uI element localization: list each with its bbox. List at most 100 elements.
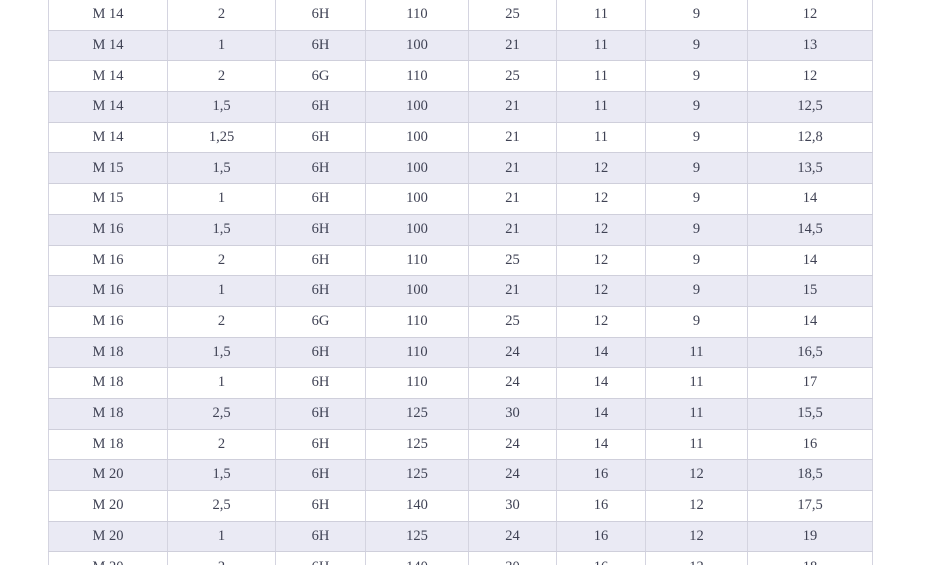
cell-dimension-d5: 12,8	[747, 122, 873, 154]
cell-dimension-d3: 11	[556, 30, 646, 62]
cell-thread-designation: M 18	[48, 337, 168, 369]
table-row: M 18 2 6H 125 24 14 11 16	[48, 429, 873, 461]
cell-dimension-d2: 21	[468, 275, 557, 307]
cell-pitch: 2,5	[167, 398, 276, 430]
cell-dimension-d1: 125	[365, 521, 469, 553]
table-row: M 14 2 6H 110 25 11 9 12	[48, 0, 873, 31]
cell-dimension-d5: 15	[747, 275, 873, 307]
cell-dimension-d4: 11	[645, 398, 748, 430]
cell-thread-designation: M 14	[48, 60, 168, 93]
cell-tolerance-class: 6G	[275, 306, 366, 338]
cell-dimension-d1: 125	[365, 429, 469, 461]
cell-dimension-d5: 13,5	[747, 152, 873, 185]
cell-tolerance-class: 6H	[275, 367, 366, 399]
cell-dimension-d3: 12	[556, 245, 646, 277]
table-row: M 20 1,5 6H 125 24 16 12 18,5	[48, 459, 873, 491]
cell-dimension-d3: 11	[556, 60, 646, 93]
table-row: M 14 2 6G 110 25 11 9 12	[48, 60, 873, 93]
cell-thread-designation: M 14	[48, 91, 168, 123]
table-row: M 18 2,5 6H 125 30 14 11 15,5	[48, 398, 873, 430]
table-row: M 2026H14030161218	[48, 551, 873, 565]
cell-thread-designation: M 15	[48, 183, 168, 215]
cell-pitch: 1,5	[167, 459, 276, 491]
cell-dimension-d3: 11	[556, 0, 646, 31]
cell-dimension-d3: 14	[556, 367, 646, 399]
cell-pitch: 2	[167, 245, 276, 277]
cell-dimension-d4: 9	[645, 91, 748, 123]
cell-dimension-d2: 24	[468, 521, 557, 553]
cell-dimension-d1: 100	[365, 214, 469, 246]
cell-tolerance-class: 6H	[275, 122, 366, 154]
cell-dimension-d4: 12	[645, 490, 748, 522]
cell-thread-designation: M 20	[48, 459, 168, 491]
cell-thread-designation: M 16	[48, 306, 168, 338]
cell-pitch: 1	[167, 367, 276, 399]
cell-tolerance-class: 6H	[275, 521, 366, 553]
cell-dimension-d2: 24	[468, 337, 557, 369]
cell-dimension-d4: 12	[645, 551, 748, 565]
cell-pitch: 1	[167, 183, 276, 215]
cell-thread-designation: M 14	[48, 30, 168, 62]
cell-dimension-d1: 100	[365, 91, 469, 123]
cell-tolerance-class: 6H	[275, 459, 366, 491]
cell-tolerance-class: 6H	[275, 91, 366, 123]
cell-dimension-d3: 14	[556, 398, 646, 430]
cell-tolerance-class: 6H	[275, 275, 366, 307]
cell-dimension-d1: 100	[365, 30, 469, 62]
cell-tolerance-class: 6H	[275, 245, 366, 277]
cell-dimension-d3: 12	[556, 306, 646, 338]
cell-dimension-d2: 30	[468, 398, 557, 430]
cell-dimension-d2: 21	[468, 91, 557, 123]
cell-pitch: 1,5	[167, 337, 276, 369]
cell-dimension-d3: 12	[556, 152, 646, 185]
cell-dimension-d5: 18	[747, 551, 873, 565]
cell-dimension-d3: 14	[556, 337, 646, 369]
cell-dimension-d4: 9	[645, 245, 748, 277]
cell-pitch: 1	[167, 521, 276, 553]
cell-dimension-d3: 11	[556, 91, 646, 123]
cell-dimension-d5: 14	[747, 183, 873, 215]
cell-dimension-d5: 14	[747, 306, 873, 338]
cell-pitch: 2	[167, 429, 276, 461]
thread-spec-table: M 14 2 6H 110 25 11 9 12 M 14 1 6H 100 21 11 9 13 M 14 2 6…	[48, 0, 873, 565]
cell-dimension-d4: 11	[645, 367, 748, 399]
cell-dimension-d1: 140	[365, 490, 469, 522]
cell-tolerance-class: 6H	[275, 30, 366, 62]
cell-dimension-d4: 9	[645, 152, 748, 185]
table-scroll-region[interactable]: M 14 2 6H 110 25 11 9 12 M 14 1 6H 100 21 11 9 13 M 14 2 6…	[48, 0, 873, 565]
table-row: M 16 2 6H 110 25 12 9 14	[48, 245, 873, 277]
cell-thread-designation: M 16	[48, 275, 168, 307]
cell-dimension-d5: 13	[747, 30, 873, 62]
cell-pitch: 2	[167, 306, 276, 338]
cell-dimension-d5: 12,5	[747, 91, 873, 123]
cell-dimension-d2: 25	[468, 245, 557, 277]
cell-dimension-d3: 12	[556, 183, 646, 215]
table-row: M 16 1 6H 100 21 12 9 15	[48, 275, 873, 307]
cell-dimension-d4: 9	[645, 60, 748, 93]
cell-dimension-d1: 100	[365, 152, 469, 185]
cell-thread-designation: M 15	[48, 152, 168, 185]
cell-dimension-d2: 24	[468, 429, 557, 461]
table-row: M 14 1 6H 100 21 11 9 13	[48, 30, 873, 62]
cell-dimension-d1: 140	[365, 551, 469, 565]
cell-dimension-d1: 125	[365, 398, 469, 430]
cell-dimension-d4: 9	[645, 30, 748, 62]
cell-dimension-d5: 18,5	[747, 459, 873, 491]
cell-dimension-d3: 12	[556, 214, 646, 246]
cell-dimension-d3: 16	[556, 490, 646, 522]
cell-dimension-d4: 12	[645, 521, 748, 553]
cell-thread-designation: M 18	[48, 429, 168, 461]
cell-tolerance-class: 6H	[275, 214, 366, 246]
cell-dimension-d4: 9	[645, 122, 748, 154]
table-row: M 20 1 6H 125 24 16 12 19	[48, 521, 873, 553]
cell-dimension-d1: 100	[365, 275, 469, 307]
cell-thread-designation: M 20	[48, 551, 168, 565]
cell-dimension-d4: 11	[645, 337, 748, 369]
cell-dimension-d2: 21	[468, 183, 557, 215]
cell-dimension-d3: 11	[556, 122, 646, 154]
cell-dimension-d1: 100	[365, 183, 469, 215]
table-row: M 18 1 6H 110 24 14 11 17	[48, 367, 873, 399]
cell-tolerance-class: 6H	[275, 183, 366, 215]
cell-pitch: 1,25	[167, 122, 276, 154]
